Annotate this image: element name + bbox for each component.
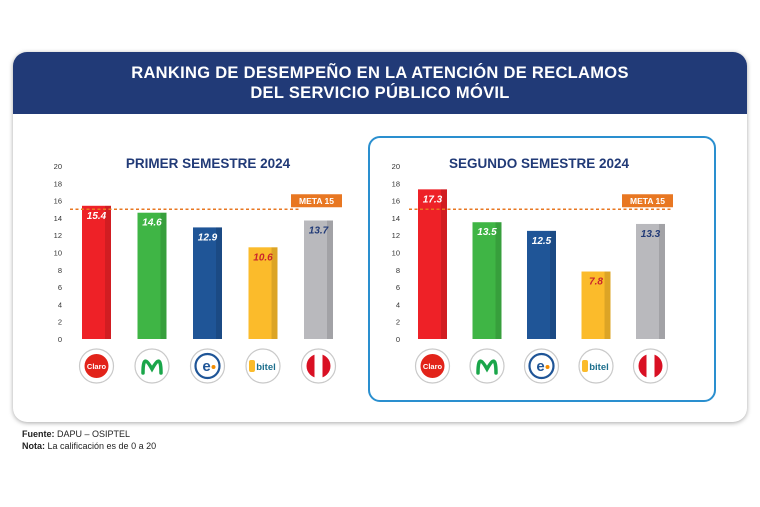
logo-ring xyxy=(245,348,281,384)
y-tick-label: 20 xyxy=(392,162,400,171)
chart-title: SEGUNDO SEMESTRE 2024 xyxy=(449,156,630,171)
second-semester-highlight-frame xyxy=(368,136,716,402)
y-tick-label: 16 xyxy=(392,197,400,206)
y-tick-label: 18 xyxy=(392,179,400,188)
target-label-box xyxy=(622,194,673,208)
data-label: 13.7 xyxy=(309,225,329,236)
bar-claro xyxy=(418,189,447,339)
chart-panel-1: PRIMER SEMESTRE 2024 0 2 4 6 8 10 12 14 16 18 20 15.… xyxy=(54,156,342,384)
y-tick-label: 0 xyxy=(58,335,62,344)
y-tick-label: 14 xyxy=(392,214,400,223)
bar-shade xyxy=(216,227,222,339)
title-line-1: RANKING DE DESEMPEÑO EN LA ATENCIÓN DE R… xyxy=(131,64,629,82)
peru-flag-icon xyxy=(314,354,323,378)
y-tick-label: 4 xyxy=(58,300,62,309)
bar-entel xyxy=(527,230,556,339)
bitel-logo-text: bitel xyxy=(589,362,609,373)
data-label: 13.5 xyxy=(477,227,497,238)
bitel-logo-text: bitel xyxy=(256,362,276,373)
chart-panel-2: SEGUNDO SEMESTRE 2024 0 2 4 6 8 10 12 14 16 18 20 17… xyxy=(392,156,673,384)
y-tick-label: 16 xyxy=(54,197,62,206)
note-value: La calificación es de 0 a 20 xyxy=(47,441,157,451)
claro-logo-icon xyxy=(420,354,445,378)
y-tick-label: 10 xyxy=(392,249,400,258)
bar-shade xyxy=(550,230,556,339)
data-label: 12.9 xyxy=(198,232,218,243)
movistar-m-icon xyxy=(141,359,163,375)
y-tick-label: 12 xyxy=(54,231,62,240)
data-label: 14.6 xyxy=(142,218,162,229)
entel-ring xyxy=(194,352,221,380)
logo-ring xyxy=(578,348,614,384)
bar-omv xyxy=(304,220,333,339)
y-tick-label: 20 xyxy=(54,162,62,171)
bar-claro xyxy=(82,205,111,339)
bar-charts: PRIMER SEMESTRE 20240246810121416182015.… xyxy=(54,156,673,384)
data-label: 17.3 xyxy=(423,194,443,205)
bitel-mark-icon xyxy=(249,360,255,372)
bar-shade xyxy=(271,247,278,339)
bar-shade xyxy=(495,222,502,339)
bar-shade xyxy=(604,271,611,339)
y-tick-label: 0 xyxy=(396,335,400,344)
peru-flag-icon xyxy=(646,354,655,378)
data-label: 10.6 xyxy=(253,252,273,263)
bar-shade xyxy=(659,223,665,339)
y-tick-label: 8 xyxy=(396,266,400,275)
bar-movistar xyxy=(472,222,502,339)
entel-e-icon: e xyxy=(202,358,210,375)
bar-shade xyxy=(441,189,447,339)
y-tick-label: 12 xyxy=(392,231,400,240)
bar-shade xyxy=(105,205,111,339)
y-tick-label: 8 xyxy=(58,266,62,275)
y-tick-label: 4 xyxy=(396,300,400,309)
source-label: Fuente: xyxy=(22,429,55,439)
title-line-2: DEL SERVICIO PÚBLICO MÓVIL xyxy=(250,84,510,102)
target-label: META 15 xyxy=(299,196,334,206)
bitel-mark-icon xyxy=(582,360,588,372)
source-value: DAPU – OSIPTEL xyxy=(57,429,131,439)
y-tick-label: 14 xyxy=(54,214,62,223)
entel-dot xyxy=(545,365,550,369)
y-tick-label: 2 xyxy=(58,318,62,327)
title-banner: RANKING DE DESEMPEÑO EN LA ATENCIÓN DE R… xyxy=(13,52,747,114)
infographic-card: RANKING DE DESEMPEÑO EN LA ATENCIÓN DE R… xyxy=(13,52,747,422)
y-tick-label: 10 xyxy=(54,249,62,258)
bar-bitel xyxy=(581,271,611,339)
movistar-m-icon xyxy=(476,359,498,375)
claro-logo-text: Claro xyxy=(87,362,107,371)
note-label: Nota: xyxy=(22,441,45,451)
bar-omv xyxy=(636,223,665,339)
data-label: 15.4 xyxy=(87,211,107,222)
entel-ring xyxy=(528,352,555,380)
bar-movistar xyxy=(137,212,167,339)
entel-dot xyxy=(211,365,216,369)
source-note: Fuente: DAPU – OSIPTEL xyxy=(22,429,130,439)
claro-logo-text: Claro xyxy=(423,362,443,371)
claro-logo-icon xyxy=(84,354,109,378)
bar-shade xyxy=(160,212,167,339)
y-tick-label: 2 xyxy=(396,318,400,327)
scale-note: Nota: La calificación es de 0 a 20 xyxy=(22,441,156,451)
chart-title: PRIMER SEMESTRE 2024 xyxy=(126,156,291,171)
y-tick-label: 6 xyxy=(58,283,62,292)
data-label: 12.5 xyxy=(532,236,552,247)
bar-entel xyxy=(193,227,222,339)
target-label-box xyxy=(291,194,342,208)
entel-e-icon: e xyxy=(536,358,544,375)
target-label: META 15 xyxy=(630,196,665,206)
bar-shade xyxy=(327,220,333,339)
data-label: 13.3 xyxy=(641,229,661,240)
bar-bitel xyxy=(248,247,278,339)
y-tick-label: 18 xyxy=(54,179,62,188)
y-tick-label: 6 xyxy=(396,283,400,292)
data-label: 7.8 xyxy=(589,277,603,288)
